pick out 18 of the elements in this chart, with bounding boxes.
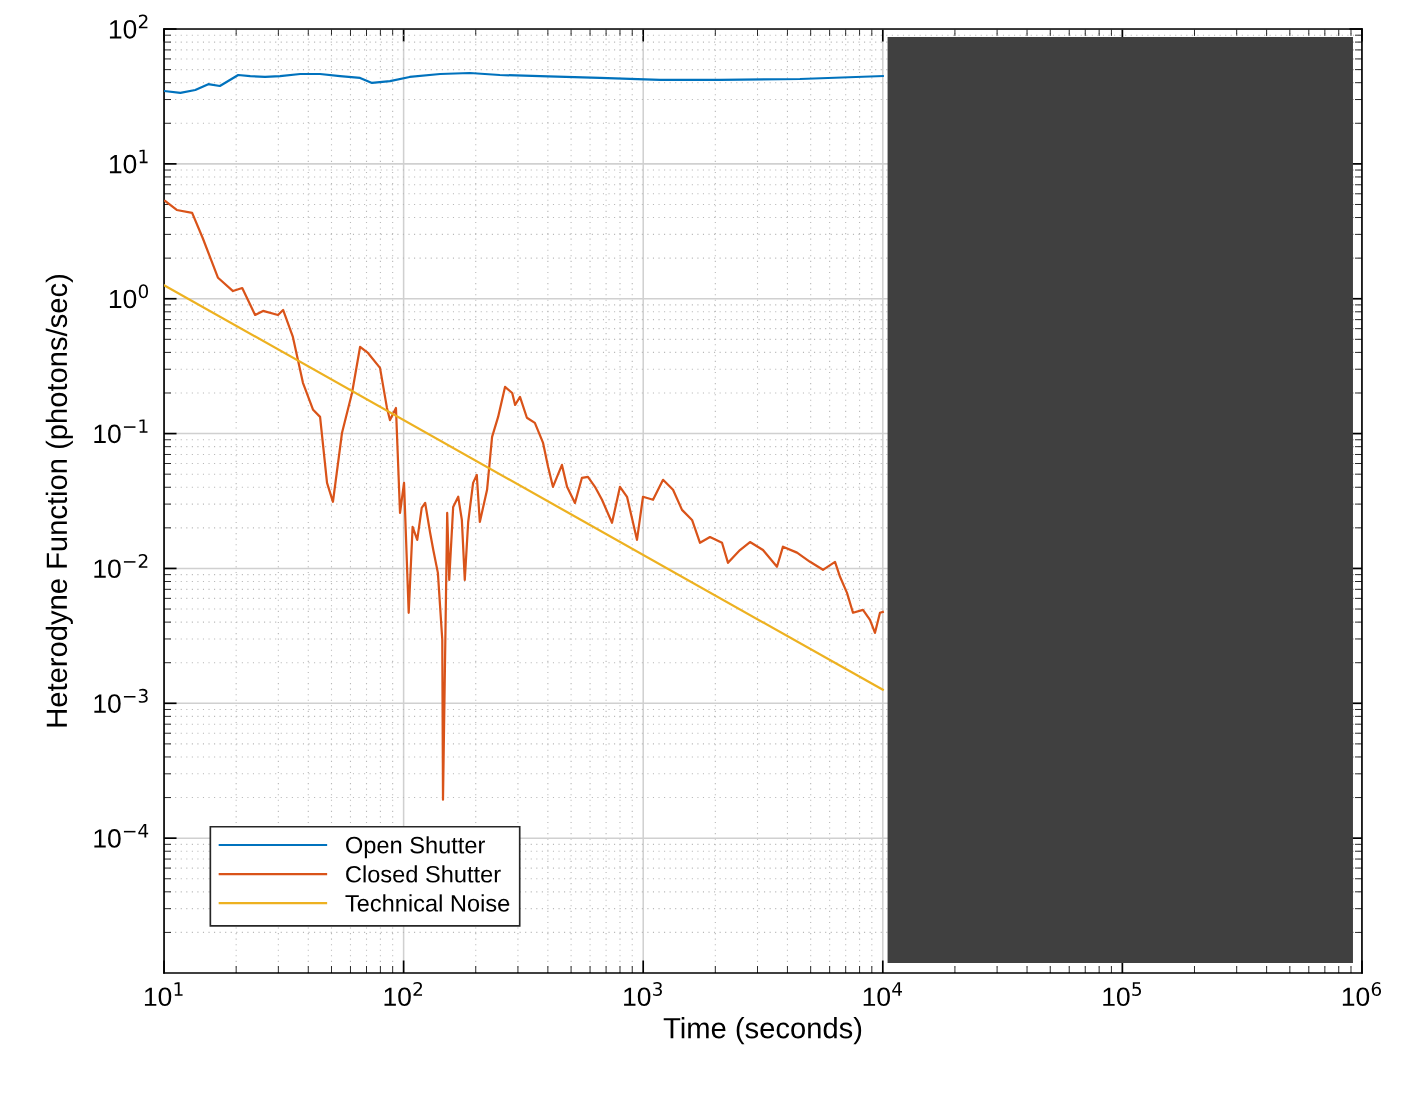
legend-label: Open Shutter — [346, 836, 485, 859]
y-tick-label: 10$^{1}$ — [109, 149, 148, 174]
y-tick-label: 10$^{−4}$ — [94, 823, 149, 848]
y-tick-label: 10$^{−3}$ — [94, 688, 148, 713]
legend-label: Closed Shutter — [346, 865, 501, 883]
x-tick-label: 10$^{3}$ — [624, 982, 662, 1007]
x-axis-title: Time (seconds) — [663, 1017, 862, 1045]
x-tick-label: 10$^{2}$ — [384, 982, 423, 1007]
x-tick-label: 10$^{1}$ — [144, 982, 183, 1007]
x-tick-label: 10$^{4}$ — [863, 982, 902, 1007]
legend-label: Technical Noise — [345, 894, 510, 912]
y-tick-label: 10$^{−2}$ — [94, 553, 148, 579]
y-axis-title: Heterodyne Function (photons/sec) — [45, 275, 73, 727]
y-tick-label: 10$^{0}$ — [109, 284, 149, 309]
x-tick-label: 10$^{5}$ — [1103, 982, 1142, 1007]
y-tick-label: 10$^{2}$ — [109, 14, 148, 39]
x-tick-label: 10$^{6}$ — [1342, 982, 1382, 1007]
y-tick-label: 10$^{−1}$ — [94, 419, 148, 444]
